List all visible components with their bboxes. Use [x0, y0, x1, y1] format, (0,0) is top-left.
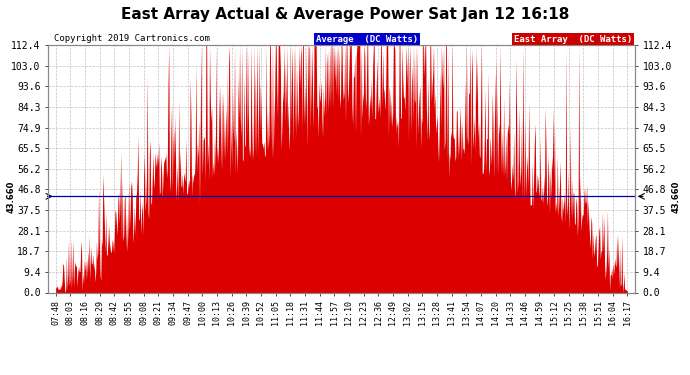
Text: Average  (DC Watts): Average (DC Watts) — [315, 35, 418, 44]
Text: East Array Actual & Average Power Sat Jan 12 16:18: East Array Actual & Average Power Sat Ja… — [121, 8, 569, 22]
Text: East Array  (DC Watts): East Array (DC Watts) — [513, 35, 632, 44]
Text: Copyright 2019 Cartronics.com: Copyright 2019 Cartronics.com — [55, 33, 210, 42]
Text: 43.660: 43.660 — [672, 180, 681, 213]
Text: 43.660: 43.660 — [7, 180, 16, 213]
